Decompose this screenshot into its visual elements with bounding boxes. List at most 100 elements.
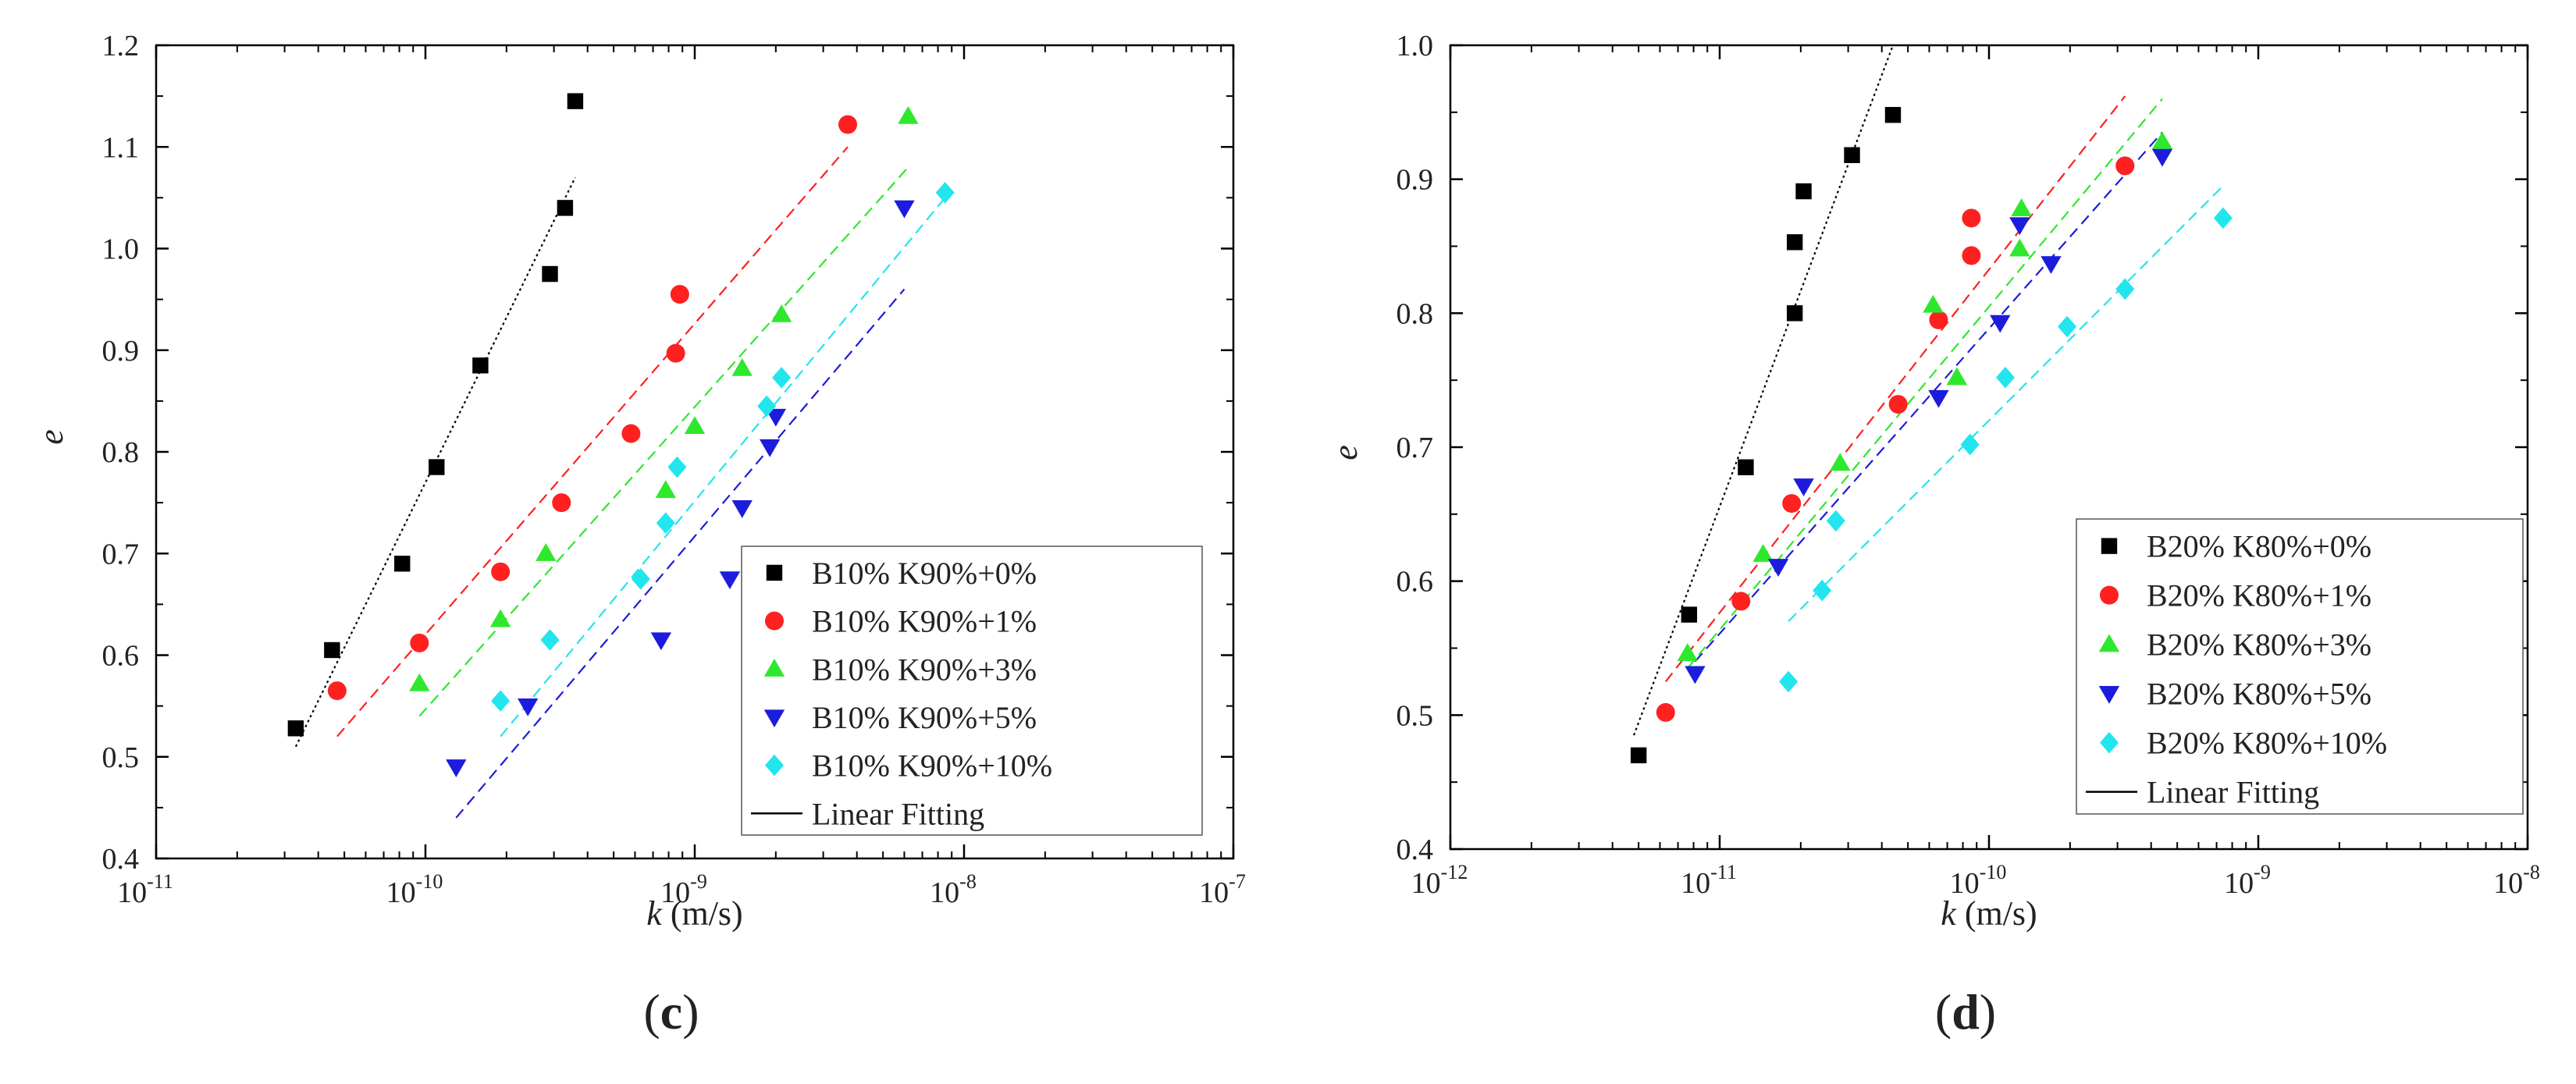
legend-label-c-1: B10% K90%+1% [812,604,1037,639]
x-tick-label-d-3: 10-9 [2224,861,2271,900]
point-c-4-2 [631,568,650,590]
fit-line-d-2 [1687,98,2163,669]
point-c-2-5 [731,357,753,376]
x-tick-label-c-1: 10-10 [386,870,443,909]
fit-line-c-4 [500,197,946,737]
x-tick-label-c-0: 10-11 [117,870,173,909]
point-d-0-4 [1786,234,1803,251]
legend-marker-c-0 [766,564,783,581]
point-c-1-7 [838,115,858,134]
point-c-3-7 [894,200,915,219]
legend-d: B20% K80%+0% B20% K80%+1% B20% K80%+3% B20%… [2076,518,2524,815]
y-tick-label-c-8: 1.2 [102,30,140,62]
point-d-2-6 [2011,198,2032,217]
y-tick-label-d-5: 0.9 [1397,164,1434,197]
point-d-3-6 [2041,256,2062,275]
x-tick-label-d-1: 10-11 [1681,861,1737,900]
legend-marker-c-1 [765,611,784,631]
point-c-0-0 [287,720,304,737]
plot-area-c [287,93,955,819]
point-d-3-0 [1685,666,1706,684]
legend-label-c-4: B10% K90%+10% [812,748,1052,784]
point-d-1-5 [1962,246,1981,265]
point-c-2-7 [898,105,919,124]
point-c-4-6 [772,367,792,389]
x-tick-label-c-2: 10-9 [660,870,707,909]
point-d-3-4 [1990,315,2011,333]
legend-marker-d-4 [2100,731,2119,754]
point-d-3-5 [2009,217,2030,236]
point-c-1-6 [670,285,689,304]
legend-marker-c-3 [763,709,785,728]
point-d-3-7 [2151,148,2173,167]
point-c-3-3 [719,571,741,590]
point-d-4-0 [1779,670,1799,693]
point-c-4-1 [540,629,560,651]
fit-line-d-1 [1664,95,2126,683]
point-c-0-6 [557,200,574,216]
point-c-4-3 [656,512,675,534]
point-d-2-0 [1677,643,1699,661]
point-d-4-6 [2115,278,2135,300]
point-d-1-4 [1929,310,1948,329]
point-c-3-5 [759,439,781,457]
panel-label-d: (d) [1935,984,1996,1040]
y-tick-label-c-4: 0.8 [102,436,140,469]
legend-box-d [2076,518,2524,815]
y-tick-label-c-7: 1.1 [102,131,140,164]
point-d-4-1 [1813,579,1832,602]
point-c-4-4 [667,456,687,478]
point-d-1-3 [1888,395,1908,414]
fit-line-c-3 [455,288,906,819]
point-d-1-0 [1656,702,1675,722]
point-c-2-4 [684,416,706,435]
legend-label-d-2: B20% K80%+3% [2147,627,2371,663]
point-c-4-0 [491,690,511,712]
y-tick-label-c-3: 0.7 [102,538,140,570]
point-c-0-3 [429,459,445,475]
x-tick-label-c-3: 10-8 [930,870,977,909]
point-c-2-0 [409,673,430,691]
point-d-4-7 [2213,207,2233,229]
legend-label-c-3: B10% K90%+5% [812,700,1037,735]
point-c-2-6 [770,304,792,322]
y-tick-label-c-2: 0.6 [102,640,140,673]
point-c-3-2 [650,632,672,651]
plot-area-d [1630,45,2233,764]
point-c-3-1 [517,698,539,716]
legend-label-d-1: B20% K80%+1% [2147,578,2371,613]
y-tick-label-c-1: 0.5 [102,741,140,774]
point-c-3-0 [446,759,467,777]
y-tick-label-d-4: 0.8 [1397,297,1434,330]
y-tick-label-d-1: 0.5 [1397,699,1434,732]
legend-label-d-3: B20% K80%+5% [2147,677,2371,712]
y-tick-label-d-2: 0.6 [1397,566,1434,599]
point-d-3-1 [1767,559,1789,577]
y-tick-label-c-5: 0.9 [102,335,140,368]
point-c-3-6 [765,408,787,427]
point-d-3-3 [1928,389,1949,408]
point-c-4-7 [935,182,955,204]
x-axis-title-c: k (m/s) [646,894,742,933]
point-d-1-7 [2115,156,2135,176]
point-c-0-4 [472,357,489,374]
x-tick-label-d-4: 10-8 [2493,861,2540,900]
point-c-0-5 [542,265,558,283]
legend-marker-d-1 [2100,585,2119,605]
legend-box-c [741,546,1203,836]
legend-label-c-0: B10% K90%+0% [812,556,1037,591]
point-d-4-5 [2058,315,2077,338]
legend-marker-c-2 [763,659,785,677]
point-c-0-7 [567,93,584,109]
y-tick-label-d-3: 0.7 [1397,432,1434,464]
point-d-1-6 [1962,208,1981,228]
point-c-0-2 [394,556,411,572]
point-d-2-1 [1752,544,1774,562]
legend-label-d-0: B20% K80%+0% [2147,529,2371,564]
point-d-0-2 [1738,459,1754,475]
point-d-2-3 [1923,294,1944,313]
legend-label-d-4: B20% K80%+10% [2147,726,2387,761]
point-d-0-0 [1630,747,1647,764]
point-d-4-3 [1960,433,1980,456]
point-c-3-4 [731,500,753,518]
